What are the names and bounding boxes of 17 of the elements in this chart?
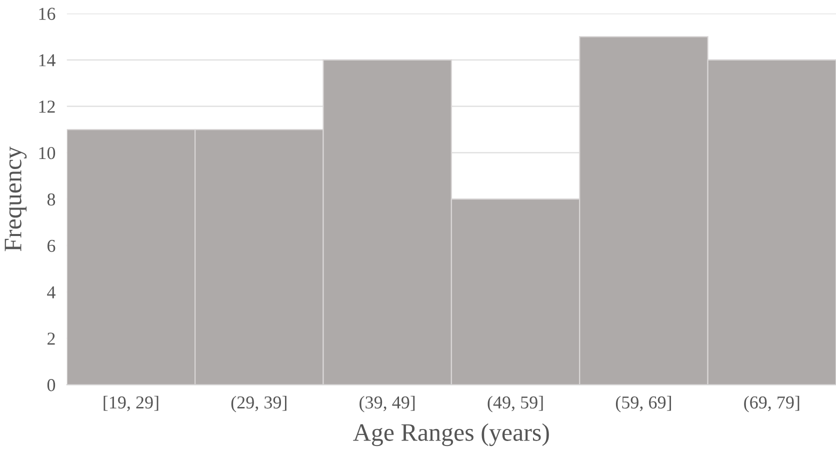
x-tick-label: (59, 69]	[616, 396, 671, 412]
y-tick-label: 0	[47, 379, 56, 392]
y-tick-label: 16	[39, 8, 56, 20]
y-axis-title: Frequency	[4, 146, 27, 252]
y-tick-label: 8	[47, 193, 56, 206]
x-tick-label: [19, 29]	[104, 396, 158, 412]
x-tick-label: (29, 39]	[231, 396, 286, 412]
y-tick-label: 2	[48, 332, 55, 345]
y-tick-label: 12	[39, 100, 55, 113]
y-tick-label: 14	[39, 54, 56, 66]
x-tick-label: (69, 79]	[744, 396, 800, 412]
x-tick-label: (49, 59]	[488, 396, 543, 412]
y-tick-label: 4	[47, 286, 56, 298]
x-tick-label: (39, 49]	[360, 396, 415, 412]
y-tick-label: 10	[39, 146, 56, 160]
x-axis-title: Age Ranges (years)	[353, 423, 549, 446]
y-tick-label: 6	[48, 240, 56, 252]
